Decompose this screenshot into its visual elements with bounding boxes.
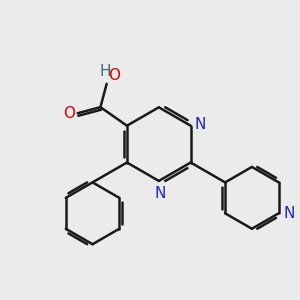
Text: O: O (108, 68, 120, 83)
Text: O: O (63, 106, 75, 121)
Text: N: N (284, 206, 295, 221)
Text: N: N (195, 117, 206, 132)
Text: H: H (100, 64, 111, 79)
Text: N: N (154, 186, 166, 201)
